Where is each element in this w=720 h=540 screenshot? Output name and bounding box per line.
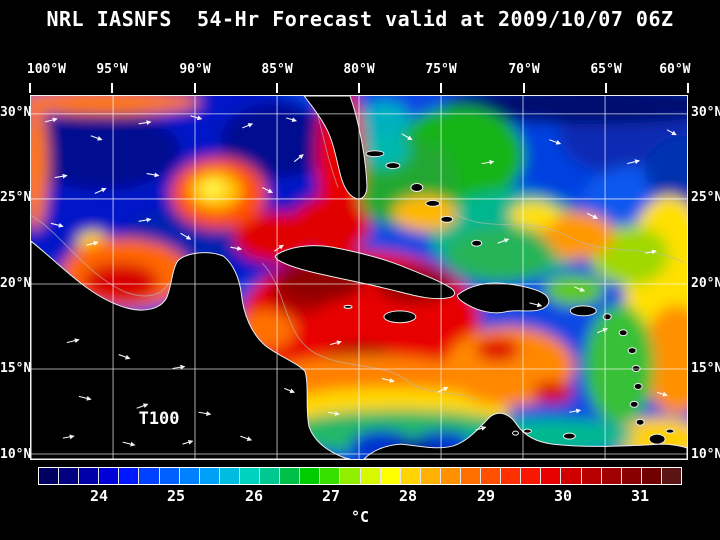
page-title: NRL IASNFS 54-Hr Forecast valid at 2009/… (46, 7, 674, 31)
colorbar-segment (119, 468, 140, 484)
lesser-antilles-islands (512, 313, 675, 445)
colorbar-segment (460, 468, 482, 484)
colorbar-segment (541, 468, 562, 484)
colorbar-tick-label: 30 (553, 487, 573, 505)
land-florida (303, 96, 368, 200)
colorbar-segment (300, 468, 321, 484)
lat-tick-label: 25°N (691, 190, 720, 205)
lon-tick-label: 100°W (26, 62, 67, 77)
colorbar-segments (38, 467, 682, 485)
depth-label: T100 (139, 408, 180, 428)
colorbar-tick-label: 28 (398, 487, 418, 505)
lat-tick-label: 20°N (691, 276, 720, 291)
lat-tick-label: 10°N (691, 447, 720, 462)
colorbar-segment (219, 468, 240, 484)
axis-tick (523, 83, 525, 93)
axis-tick (358, 83, 360, 93)
lon-tick-label: 75°W (425, 62, 457, 77)
axis-tick (111, 83, 113, 93)
colorbar-segment (79, 468, 100, 484)
lat-tick-label: 15°N (0, 361, 32, 376)
colorbar-tick-label: 26 (244, 487, 264, 505)
temperature-map: T100 (31, 96, 687, 459)
lon-tick-label: 95°W (96, 62, 128, 77)
lon-tick-label: 85°W (261, 62, 293, 77)
lon-tick-label: 65°W (590, 62, 622, 77)
colorbar-segment (400, 468, 421, 484)
colorbar-segment (139, 468, 160, 484)
land-south-america (363, 412, 687, 459)
colorbar-segment (581, 468, 602, 484)
current-vectors (44, 115, 677, 447)
lat-tick-label: 15°N (691, 361, 720, 376)
colorbar-segment (320, 468, 341, 484)
colorbar-segment (239, 468, 261, 484)
colorbar-tick-label: 25 (166, 487, 186, 505)
colorbar-segment (601, 468, 622, 484)
colorbar-segment (159, 468, 180, 484)
axis-tick (440, 83, 442, 93)
axis-tick (29, 83, 31, 93)
colorbar-segment (501, 468, 522, 484)
colorbar-segment (39, 468, 60, 484)
land-jamaica (383, 310, 417, 324)
colorbar-segment (521, 468, 542, 484)
colorbar-segment (59, 468, 80, 484)
graticule (31, 96, 687, 459)
colorbar-segment (641, 468, 662, 484)
colorbar-segment (440, 468, 461, 484)
colorbar-segment (280, 468, 301, 484)
colorbar-tick-label: 27 (321, 487, 341, 505)
land-cuba (274, 245, 456, 300)
land-puerto-rico (569, 305, 597, 317)
colorbar-segment (199, 468, 220, 484)
axis-tick (276, 83, 278, 93)
lon-tick-label: 80°W (343, 62, 375, 77)
colorbar-segment (621, 468, 642, 484)
colorbar-tick-label: 24 (89, 487, 109, 505)
colorbar-segment (420, 468, 441, 484)
lon-tick-label: 60°W (659, 62, 691, 77)
colorbar-tick-label: 29 (476, 487, 496, 505)
lon-tick-label: 70°W (508, 62, 540, 77)
map-area: T100 (30, 95, 688, 460)
lat-tick-label: 20°N (0, 276, 32, 291)
axis-tick (687, 83, 689, 93)
colorbar-segment (99, 468, 120, 484)
colorbar-segment (260, 468, 281, 484)
lon-tick-label: 90°W (179, 62, 211, 77)
lat-tick-label: 30°N (0, 105, 32, 120)
lat-tick-label: 30°N (691, 105, 720, 120)
land-cayman (343, 304, 353, 309)
colorbar-segment (360, 468, 381, 484)
colorbar-segment (340, 468, 361, 484)
lat-tick-label: 10°N (0, 447, 32, 462)
colorbar-segment (661, 468, 681, 484)
land-mexico-central-america (31, 240, 351, 459)
landmasses (31, 96, 687, 459)
colorbar-segment (481, 468, 502, 484)
lat-tick-label: 25°N (0, 190, 32, 205)
axis-tick (194, 83, 196, 93)
axis-tick (605, 83, 607, 93)
colorbar-segment (179, 468, 200, 484)
colorbar-segment (380, 468, 401, 484)
colorbar-segment (561, 468, 582, 484)
colorbar-tick-label: 31 (630, 487, 650, 505)
colorbar-unit-label: °C (350, 508, 370, 526)
